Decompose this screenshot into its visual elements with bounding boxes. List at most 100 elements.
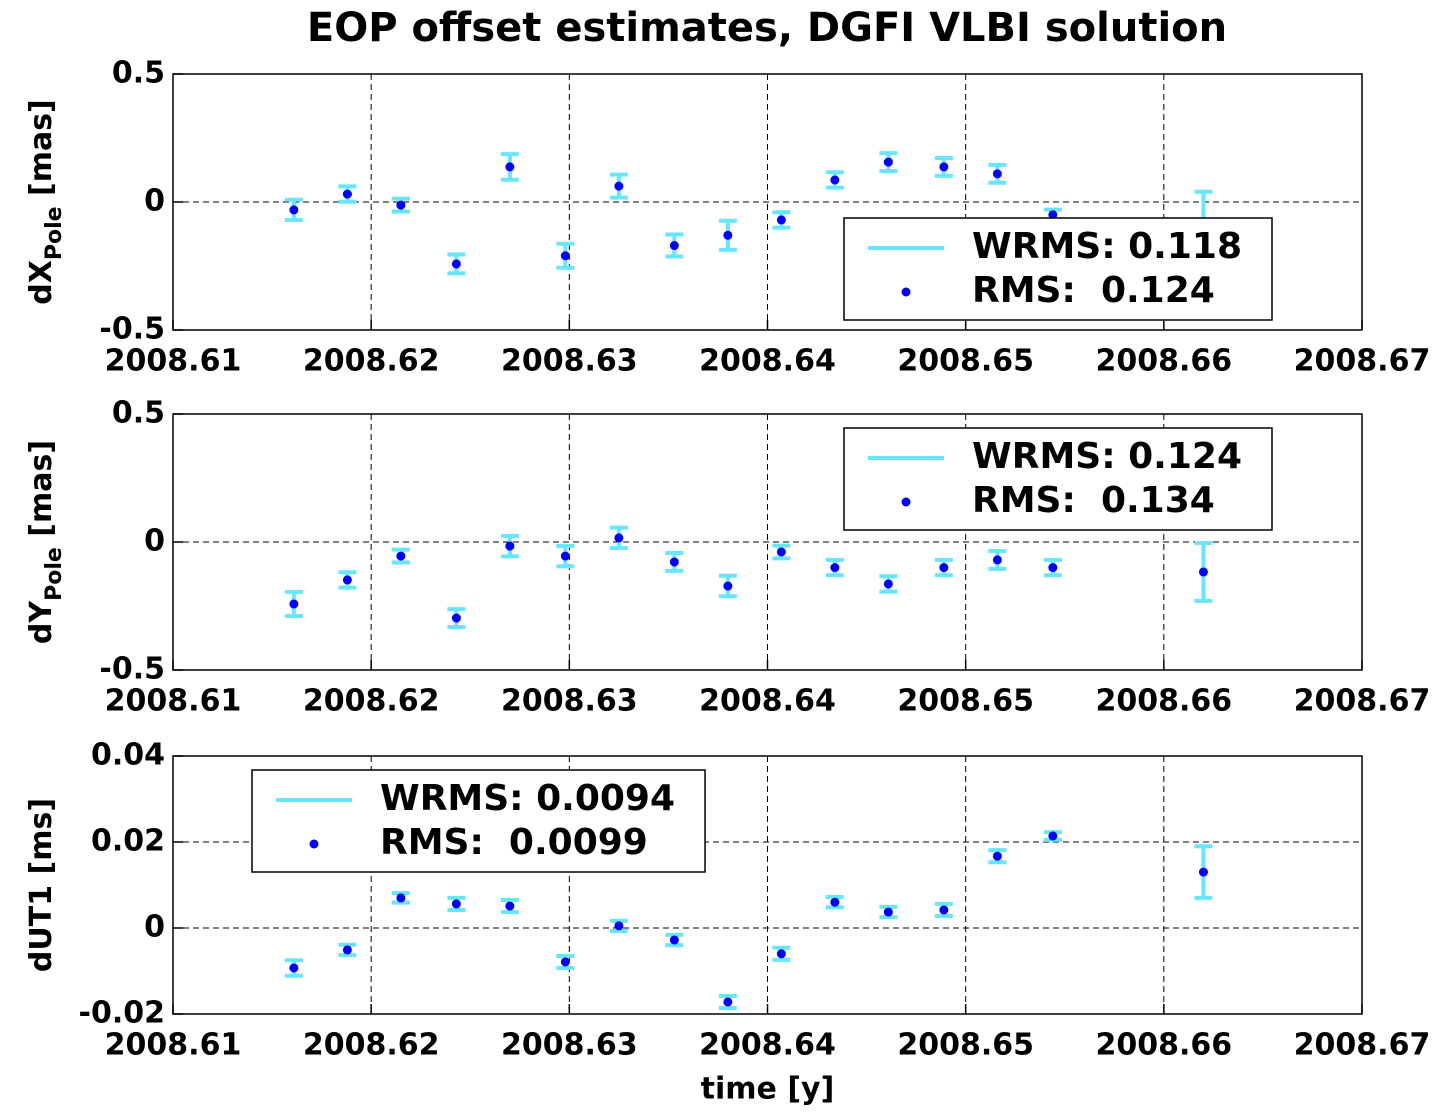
y-tick-label: 0.5 bbox=[112, 396, 165, 431]
data-point bbox=[451, 899, 461, 909]
data-point bbox=[883, 157, 893, 167]
x-tick-label: 2008.63 bbox=[501, 684, 638, 719]
y-tick-label: 0 bbox=[144, 184, 165, 219]
data-point bbox=[883, 907, 893, 917]
legend-label: RMS: 0.124 bbox=[972, 270, 1215, 311]
data-point bbox=[1198, 867, 1208, 877]
data-point bbox=[1048, 210, 1058, 220]
data-point bbox=[669, 557, 679, 567]
x-tick-label: 2008.62 bbox=[303, 1028, 440, 1063]
data-point bbox=[505, 901, 515, 911]
y-axis-label: dXPole [mas] bbox=[24, 99, 67, 305]
y-tick-label: 0.02 bbox=[91, 824, 165, 859]
data-point bbox=[342, 189, 352, 199]
x-tick-label: 2008.66 bbox=[1096, 344, 1233, 379]
data-point bbox=[939, 905, 949, 915]
y-axis-label-unit: [mas] bbox=[24, 440, 59, 537]
data-point bbox=[614, 181, 624, 191]
y-tick-label: -0.5 bbox=[99, 312, 165, 347]
x-tick-label: 2008.62 bbox=[303, 684, 440, 719]
data-point bbox=[776, 949, 786, 959]
data-point bbox=[289, 599, 299, 609]
x-tick-label: 2008.65 bbox=[897, 684, 1034, 719]
data-point bbox=[396, 893, 406, 903]
data-point bbox=[451, 259, 461, 269]
y-tick-label: 0.04 bbox=[91, 738, 165, 773]
x-tick-label: 2008.61 bbox=[105, 1028, 242, 1063]
data-point bbox=[883, 579, 893, 589]
data-point bbox=[505, 541, 515, 551]
data-point bbox=[776, 215, 786, 225]
data-point bbox=[1198, 567, 1208, 577]
legend-label: WRMS: 0.124 bbox=[972, 436, 1242, 477]
y-axis-label: dYPole [mas] bbox=[24, 440, 67, 644]
data-point bbox=[776, 547, 786, 557]
legend-swatch bbox=[309, 839, 319, 849]
x-axis-label: time [y] bbox=[701, 1072, 835, 1107]
data-point bbox=[830, 175, 840, 185]
x-tick-label: 2008.64 bbox=[699, 344, 836, 379]
legend-swatch bbox=[901, 497, 911, 507]
y-axis-label-main: dUT1 [ms] bbox=[24, 798, 59, 972]
data-point bbox=[992, 555, 1002, 565]
data-point bbox=[396, 551, 406, 561]
y-axis-label-sub: Pole bbox=[42, 206, 67, 260]
data-point bbox=[669, 241, 679, 251]
axes-frame bbox=[172, 73, 1363, 331]
y-axis-label: dUT1 [ms] bbox=[24, 798, 59, 972]
x-tick-label: 2008.61 bbox=[105, 684, 242, 719]
data-point bbox=[992, 851, 1002, 861]
y-axis-label-main: dX bbox=[24, 260, 59, 305]
data-point bbox=[1048, 563, 1058, 573]
y-axis-label-unit: [mas] bbox=[24, 99, 59, 196]
chart-title: EOP offset estimates, DGFI VLBI solution bbox=[307, 5, 1227, 51]
data-point bbox=[342, 945, 352, 955]
y-axis-label-gap bbox=[24, 537, 59, 547]
data-point bbox=[723, 581, 733, 591]
axes-frame bbox=[172, 413, 1363, 671]
x-tick-label: 2008.65 bbox=[897, 1028, 1034, 1063]
data-point bbox=[289, 205, 299, 215]
y-tick-label: 0 bbox=[144, 910, 165, 945]
data-point bbox=[614, 921, 624, 931]
legend-box bbox=[251, 769, 706, 873]
legend-box bbox=[843, 217, 1273, 321]
y-tick-label: 0.5 bbox=[112, 56, 165, 91]
data-point bbox=[614, 533, 624, 543]
data-point bbox=[992, 169, 1002, 179]
y-tick-label: -0.02 bbox=[79, 996, 165, 1031]
y-axis-label-sub: Pole bbox=[42, 547, 67, 601]
x-tick-label: 2008.61 bbox=[105, 344, 242, 379]
y-axis-label-gap bbox=[24, 196, 59, 206]
x-tick-label: 2008.66 bbox=[1096, 684, 1233, 719]
data-point bbox=[505, 162, 515, 172]
x-tick-label: 2008.66 bbox=[1096, 1028, 1233, 1063]
data-point bbox=[451, 613, 461, 623]
legend-swatch bbox=[901, 287, 911, 297]
data-point bbox=[560, 957, 570, 967]
legend-box bbox=[843, 427, 1273, 531]
y-axis-label-main: dY bbox=[24, 600, 59, 644]
data-point bbox=[723, 230, 733, 240]
data-point bbox=[289, 963, 299, 973]
y-tick-label: -0.5 bbox=[99, 652, 165, 687]
axes-frame bbox=[172, 755, 1363, 1015]
data-point bbox=[723, 997, 733, 1007]
x-tick-label: 2008.63 bbox=[501, 344, 638, 379]
data-point bbox=[342, 575, 352, 585]
x-tick-label: 2008.67 bbox=[1294, 684, 1431, 719]
y-tick-label: 0 bbox=[144, 524, 165, 559]
data-point bbox=[396, 200, 406, 210]
data-point bbox=[939, 563, 949, 573]
data-point bbox=[830, 897, 840, 907]
x-tick-label: 2008.65 bbox=[897, 344, 1034, 379]
x-tick-label: 2008.62 bbox=[303, 344, 440, 379]
legend-label: WRMS: 0.0094 bbox=[380, 778, 675, 819]
legend-label: RMS: 0.134 bbox=[972, 480, 1215, 521]
data-point bbox=[560, 251, 570, 261]
data-point bbox=[560, 551, 570, 561]
